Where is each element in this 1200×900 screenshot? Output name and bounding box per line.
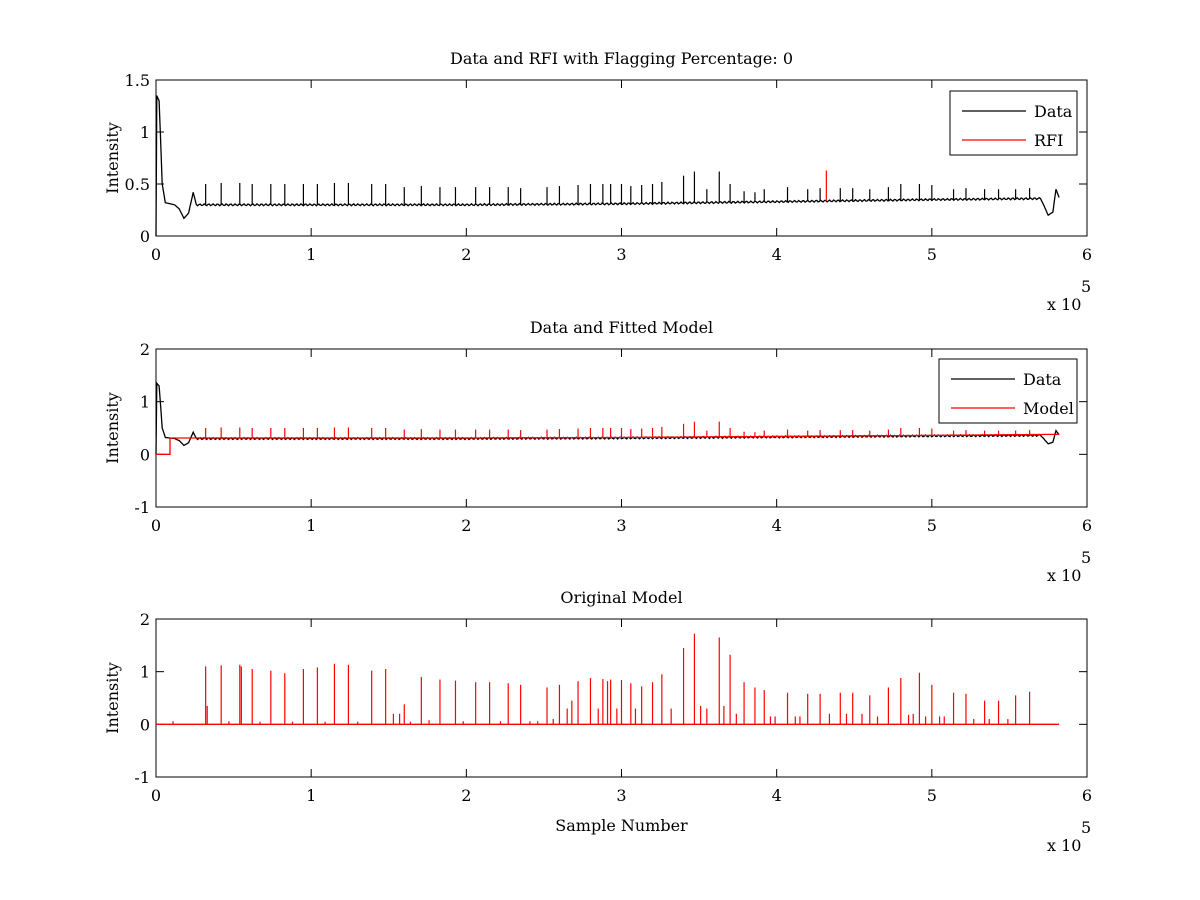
x-tick-label: 5 [927,245,937,264]
plot-area [155,79,1088,237]
x-tick-label: 2 [461,786,471,805]
x-tick-label: 5 [927,786,937,805]
y-tick-label: 0 [140,445,150,464]
y-tick-label: 0 [140,227,150,246]
x-axis-label: Sample Number [555,816,688,835]
x-scale-exponent: 5 [1081,277,1091,296]
chart-title: Data and Fitted Model [530,318,713,337]
legend-label: Data [1023,370,1062,389]
series-line [155,95,1060,237]
y-tick-label: 0 [140,715,150,734]
series-model [156,421,1060,455]
y-tick-label: 1 [140,393,150,412]
x-tick-label: 4 [772,516,782,535]
legend: Data RFI [949,90,1078,156]
x-tick-label: 2 [461,245,471,264]
y-tick-label: -1 [134,768,150,787]
legend-label: Model [1023,399,1074,418]
x-tick-label: 0 [151,786,161,805]
legend-box [949,90,1078,156]
x-tick-label: 1 [306,786,316,805]
series-line [156,433,1060,455]
legend-label: RFI [1034,131,1063,150]
x-scale-multiplier: x 10 [1047,295,1081,314]
y-tick-label: 2 [140,340,150,359]
y-tick-label: 1 [140,663,150,682]
chart-panel-1: Data and RFI with Flagging Percentage: 0… [103,49,1092,314]
y-axis-label: Intensity [103,392,122,464]
x-tick-label: 6 [1082,516,1092,535]
chart-title: Data and RFI with Flagging Percentage: 0 [450,49,793,68]
x-tick-label: 3 [616,245,626,264]
y-tick-label: 1.5 [125,71,150,90]
x-tick-label: 5 [927,516,937,535]
x-tick-label: 6 [1082,786,1092,805]
x-tick-label: 1 [306,245,316,264]
x-tick-label: 6 [1082,245,1092,264]
legend-box [938,358,1078,424]
x-tick-label: 1 [306,516,316,535]
chart-title: Original Model [560,588,682,607]
legend: Data Model [938,358,1078,424]
y-tick-label: -1 [134,498,150,517]
y-axis-label: Intensity [103,122,122,194]
y-tick-label: 2 [140,610,150,629]
x-tick-label: 3 [616,516,626,535]
x-scale-exponent: 5 [1081,548,1091,567]
legend-label: Data [1034,102,1073,121]
series-data [155,95,1060,237]
x-scale-exponent: 5 [1081,818,1091,837]
x-tick-label: 2 [461,516,471,535]
series-model [156,633,1060,725]
y-axis-label: Intensity [103,662,122,734]
x-scale-multiplier: x 10 [1047,566,1081,585]
x-tick-label: 4 [772,245,782,264]
x-scale-multiplier: x 10 [1047,836,1081,855]
y-tick-label: 0.5 [125,175,150,194]
x-tick-label: 4 [772,786,782,805]
x-tick-label: 0 [151,245,161,264]
x-tick-label: 3 [616,786,626,805]
y-tick-label: 1 [140,123,150,142]
x-tick-label: 0 [151,516,161,535]
